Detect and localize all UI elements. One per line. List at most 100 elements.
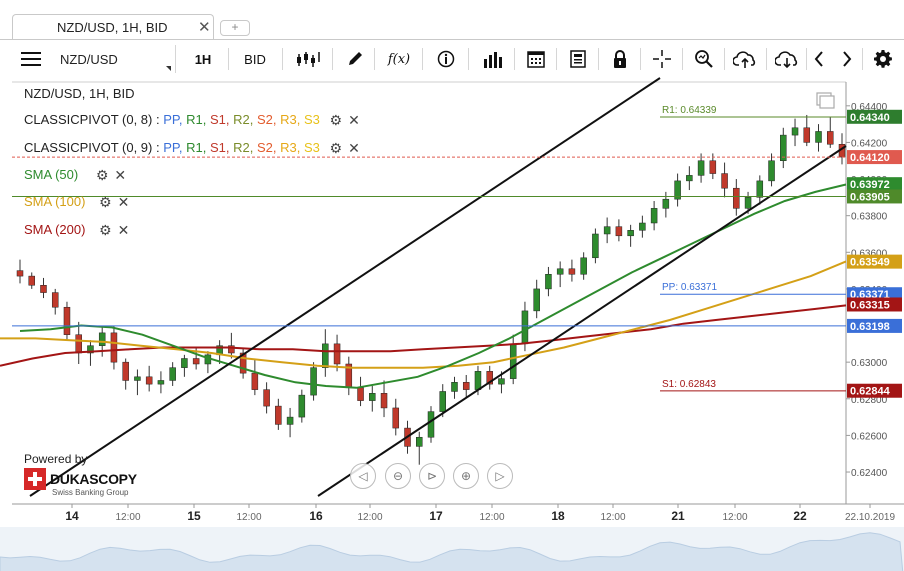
y-tick-label: 0.62400 (851, 468, 888, 479)
price-label-text: 0.64340 (850, 112, 890, 124)
candle-body (416, 436, 423, 447)
candle-body (181, 358, 188, 368)
candle-body (75, 334, 82, 354)
candle-body (192, 358, 200, 365)
brand-tagline: Swiss Banking Group (52, 488, 129, 497)
popout-icon-front[interactable] (819, 95, 835, 109)
candle-body (110, 332, 118, 363)
price-side-button[interactable]: BID (244, 51, 266, 67)
sma-label: SMA (100) (24, 194, 86, 209)
pivot-s3: S3 (303, 112, 320, 127)
separator (422, 48, 423, 70)
candle-body (697, 160, 705, 176)
news-icon[interactable] (562, 45, 594, 73)
candle-body (733, 187, 740, 209)
close-icon[interactable]: ✕ (198, 19, 211, 36)
candle-body (16, 270, 24, 277)
menu-icon[interactable] (14, 45, 48, 73)
chevron-left-icon[interactable] (808, 45, 830, 73)
price-label-box (847, 383, 902, 398)
price-label-box (847, 150, 902, 165)
zoom-in-icon[interactable]: ⊕ (453, 463, 479, 489)
chart-type-icon[interactable] (290, 45, 326, 73)
navigator-area (0, 532, 904, 571)
x-tick-label: 22.10.2019 (845, 512, 895, 523)
candle-body (486, 371, 493, 385)
candle-body (63, 306, 71, 335)
scroll-left-icon[interactable]: ◁ (350, 463, 376, 489)
zoom-icon[interactable] (688, 45, 720, 73)
gear-icon[interactable]: ⚙ (329, 112, 343, 129)
candle-body (380, 393, 388, 409)
x-tick-label: 22 (793, 509, 807, 523)
y-tick-label: 0.64200 (851, 138, 888, 149)
hline-label-r1: R1: 0.64339 (662, 105, 717, 116)
scroll-right-icon[interactable]: ▷ (487, 463, 513, 489)
candle-body (545, 274, 552, 290)
dukascopy-logo: DUKASCOPY (24, 468, 137, 490)
crosshair-icon[interactable] (646, 45, 678, 73)
close-icon[interactable]: ✕ (117, 222, 130, 239)
pivot-sep: : (152, 112, 164, 127)
separator (282, 48, 283, 70)
candle-body (721, 173, 728, 189)
lock-icon[interactable] (604, 45, 636, 73)
add-tab-button[interactable]: + (220, 20, 250, 36)
pivot-s2: S2, (256, 140, 277, 155)
symbol-selector[interactable]: NZD/USD (52, 45, 176, 73)
pivot-s3: S3 (303, 140, 320, 155)
candle-body (357, 387, 364, 401)
download-cloud-icon[interactable] (770, 45, 804, 73)
upload-cloud-icon[interactable] (728, 45, 762, 73)
candle-body (521, 310, 529, 345)
chevron-right-icon[interactable] (836, 45, 858, 73)
price-label-box (847, 189, 902, 204)
pivot-r1: R1, (186, 112, 207, 127)
candle-body (134, 376, 141, 381)
candle-body (580, 257, 587, 275)
candle-body (28, 275, 35, 286)
separator (598, 48, 599, 70)
gear-icon[interactable]: ⚙ (99, 194, 112, 211)
pivot-s1: S1, (209, 112, 230, 127)
x-tick-label: 21 (671, 509, 685, 523)
tab-chart[interactable]: NZD/USD, 1H, BID ✕ (12, 14, 214, 40)
candle-body (615, 226, 623, 237)
candle-body (827, 131, 834, 145)
candle-body (791, 127, 799, 136)
gear-icon[interactable]: ⚙ (329, 140, 343, 157)
close-icon[interactable]: ✕ (114, 167, 127, 184)
gear-icon[interactable]: ⚙ (99, 222, 112, 239)
candle-body (451, 382, 458, 392)
tab-divider (0, 39, 904, 40)
candle-body (310, 367, 317, 396)
settings-gear-icon[interactable] (868, 45, 898, 73)
candle-body (662, 198, 670, 209)
y-tick-label: 0.62600 (851, 431, 888, 442)
candle-body (639, 222, 646, 231)
x-tick-label: 15 (187, 509, 201, 523)
legend-sma-100: SMA (100) ⚙ ✕ (24, 194, 129, 211)
draw-pencil-icon[interactable] (340, 45, 370, 73)
chart-canvas[interactable]: 0.644000.642000.640000.638000.636000.634… (0, 76, 904, 571)
calendar-icon[interactable] (520, 45, 552, 73)
zoom-out-icon[interactable]: ⊖ (385, 463, 411, 489)
x-tick-label: 12:00 (600, 512, 625, 523)
close-icon[interactable]: ✕ (117, 194, 130, 211)
gear-icon[interactable]: ⚙ (95, 167, 109, 184)
separator (514, 48, 515, 70)
close-icon[interactable]: ✕ (348, 112, 360, 129)
y-tick-label: 0.62800 (851, 395, 888, 406)
close-icon[interactable]: ✕ (348, 140, 360, 157)
candle-body (275, 405, 282, 425)
fit-icon[interactable]: ⊳ (419, 463, 445, 489)
x-tick-label: 17 (429, 509, 443, 523)
volume-bars-icon[interactable] (476, 45, 508, 73)
channel-lower-line (317, 145, 847, 497)
timeframe-button[interactable]: 1H (194, 51, 212, 67)
candle-body (333, 343, 341, 365)
hline-label-pp: PP: 0.63371 (662, 282, 717, 293)
info-icon[interactable] (430, 45, 462, 73)
price-label-text: 0.62844 (850, 386, 891, 398)
indicators-button[interactable]: f(x) (387, 51, 411, 67)
